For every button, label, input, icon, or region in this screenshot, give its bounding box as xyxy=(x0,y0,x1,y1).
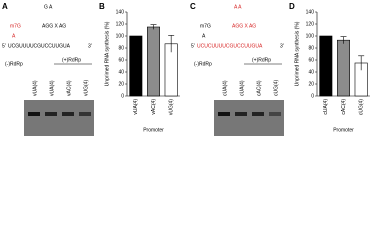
x-axis-label: Promoter xyxy=(333,127,354,133)
y-tick-label: 120 xyxy=(116,21,125,27)
lane-label: vUA(4) xyxy=(32,80,38,96)
loop: G A xyxy=(44,4,53,10)
y-tick-label: 20 xyxy=(118,81,124,87)
bar xyxy=(129,35,143,97)
stem: AGG X AG xyxy=(42,23,66,29)
base: A xyxy=(12,33,16,39)
panel-c: C A A AGG X AG m7G A 5' UCUCUUUUCGUCCUUG… xyxy=(190,2,284,136)
y-tick-label: 40 xyxy=(118,69,124,75)
enzyme: (-)RdRp xyxy=(5,61,23,67)
cap: m7G xyxy=(200,23,211,29)
lane-label: vAC(4) xyxy=(66,80,72,96)
prime: 3' xyxy=(88,43,92,49)
gel-band xyxy=(235,112,247,116)
gel-band xyxy=(28,112,40,116)
lane-label: cAC(4) xyxy=(256,80,262,96)
prime: 5' xyxy=(2,43,6,49)
y-tick-label: 140 xyxy=(116,9,125,15)
y-tick-label: 20 xyxy=(308,81,314,87)
x-tick-label: vUA(4) xyxy=(133,99,139,115)
gel xyxy=(24,100,94,136)
y-tick-label: 60 xyxy=(118,57,124,63)
y-axis-label: Unprimed RNA synthesis (%) xyxy=(294,21,300,86)
y-tick-label: 60 xyxy=(308,57,314,63)
prime: 5' xyxy=(191,43,195,49)
enzyme: (+)RdRp xyxy=(252,57,271,63)
gel-band xyxy=(45,112,57,116)
y-tick-label: 80 xyxy=(118,45,124,51)
bar xyxy=(147,26,160,97)
base: A xyxy=(202,33,206,39)
y-tick-label: 100 xyxy=(306,33,315,39)
y-tick-label: 100 xyxy=(116,33,125,39)
panel-letter: A xyxy=(2,2,8,11)
gel-band xyxy=(62,112,74,116)
x-tick-label: vAC(4) xyxy=(151,99,157,115)
x-tick-label: vUG(4) xyxy=(168,99,174,115)
gel-band xyxy=(269,112,281,116)
bar xyxy=(319,35,333,97)
y-tick-label: 0 xyxy=(311,93,314,99)
prime: 3' xyxy=(280,43,284,49)
lane-label: cUA(4) xyxy=(239,80,245,96)
x-tick-label: cUG(4) xyxy=(358,99,364,115)
sequence: UCUCUUUUCGUCCUUGUA xyxy=(197,43,263,49)
gel-band xyxy=(218,112,230,116)
gel-band xyxy=(252,112,264,116)
lane-label: vUG(4) xyxy=(83,80,89,96)
sequence: UCGUUUUCGUCCUUGUA xyxy=(8,43,71,49)
x-axis-label: Promoter xyxy=(143,127,164,133)
panel-letter: B xyxy=(99,2,105,11)
y-tick-label: 40 xyxy=(308,69,314,75)
y-tick-label: 140 xyxy=(306,9,315,15)
y-tick-label: 0 xyxy=(121,93,124,99)
lane-label: vUA(4) xyxy=(49,80,55,96)
loop: A A xyxy=(234,4,242,10)
y-tick-label: 80 xyxy=(308,45,314,51)
gel-band xyxy=(79,112,91,116)
lane-label: cUG(4) xyxy=(273,80,279,96)
panel-a: A G A AGG X AG m7G A 5' UCGUUUUCGUCCUUGU… xyxy=(2,2,94,136)
lane-label: cUA(4) xyxy=(222,80,228,96)
panel-letter: D xyxy=(289,2,295,11)
figure: A G A AGG X AG m7G A 5' UCGUUUUCGUCCUUGU… xyxy=(2,2,370,136)
enzyme: (+)RdRp xyxy=(62,57,81,63)
bar xyxy=(337,39,350,97)
y-tick-label: 120 xyxy=(306,21,315,27)
enzyme: (-)RdRp xyxy=(194,61,212,67)
stem: AGG X AG xyxy=(232,23,256,29)
y-axis-label: Unprimed RNA synthesis (%) xyxy=(104,21,110,86)
panel-letter: C xyxy=(190,2,196,11)
x-tick-label: cAC(4) xyxy=(341,99,347,115)
gel xyxy=(214,100,284,136)
x-tick-label: cUA(4) xyxy=(323,99,329,115)
cap: m7G xyxy=(10,23,21,29)
